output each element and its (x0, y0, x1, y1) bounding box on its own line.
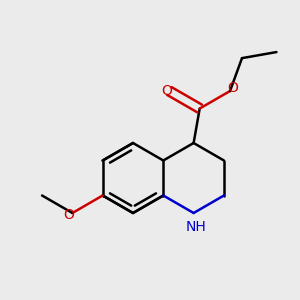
Text: O: O (63, 208, 74, 222)
Text: O: O (228, 81, 238, 95)
Text: NH: NH (185, 220, 206, 234)
Text: O: O (161, 84, 172, 98)
